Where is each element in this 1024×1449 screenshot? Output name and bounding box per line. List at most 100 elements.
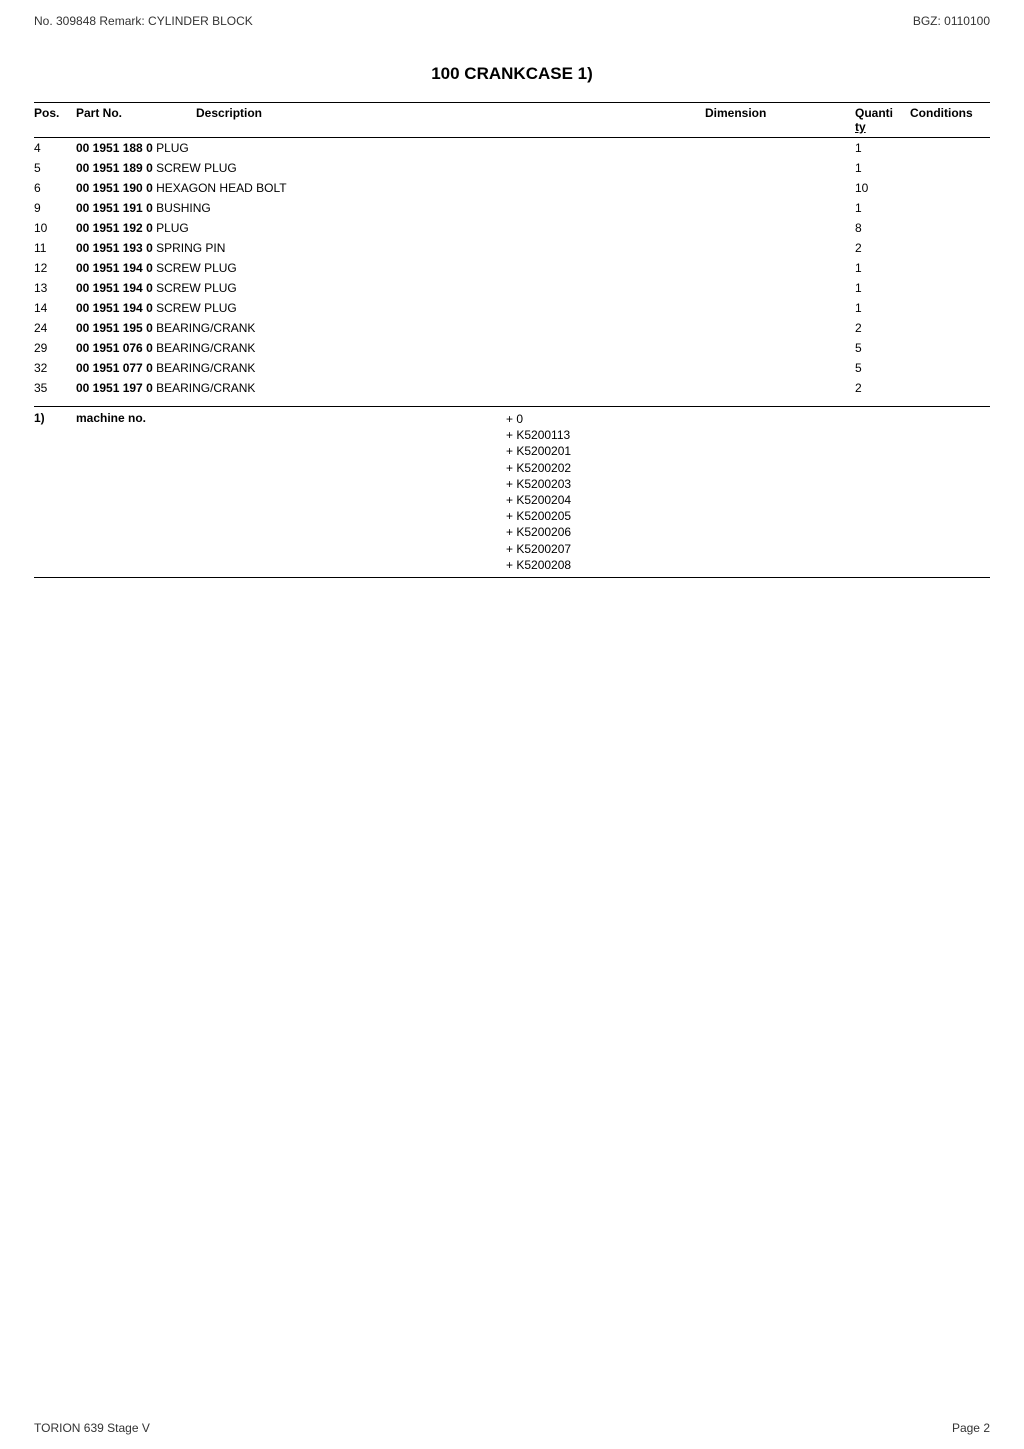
cell-conditions — [910, 278, 990, 298]
cell-part-desc: 00 1951 076 0 BEARING/CRANK — [76, 338, 705, 358]
cell-pos: 10 — [34, 218, 76, 238]
footer-left-text: TORION 639 Stage V — [34, 1421, 150, 1435]
cell-quantity: 10 — [855, 178, 910, 198]
part-number: 00 1951 189 0 — [76, 161, 153, 175]
cell-part-desc: 00 1951 192 0 PLUG — [76, 218, 705, 238]
part-number: 00 1951 076 0 — [76, 341, 153, 355]
cell-dimension — [705, 258, 855, 278]
footnote-value: + K5200205 — [506, 508, 990, 524]
cell-pos: 32 — [34, 358, 76, 378]
table-row: 2400 1951 195 0 BEARING/CRANK2 — [34, 318, 990, 338]
table-row: 1100 1951 193 0 SPRING PIN 2 — [34, 238, 990, 258]
part-description: SCREW PLUG — [153, 161, 237, 175]
part-description: BUSHING — [153, 201, 211, 215]
col-header-part-no: Part No. — [76, 103, 196, 138]
cell-pos: 11 — [34, 238, 76, 258]
footer-right-text: Page 2 — [952, 1421, 990, 1435]
cell-conditions — [910, 238, 990, 258]
cell-pos: 5 — [34, 158, 76, 178]
page-title: 100 CRANKCASE 1) — [0, 64, 1024, 84]
cell-quantity: 5 — [855, 358, 910, 378]
cell-dimension — [705, 298, 855, 318]
footnote-value: + K5200203 — [506, 476, 990, 492]
cell-quantity: 1 — [855, 198, 910, 218]
table-row: 3500 1951 197 0 BEARING/CRANK2 — [34, 378, 990, 398]
cell-dimension — [705, 278, 855, 298]
cell-quantity: 1 — [855, 158, 910, 178]
cell-quantity: 8 — [855, 218, 910, 238]
cell-conditions — [910, 178, 990, 198]
cell-dimension — [705, 358, 855, 378]
cell-dimension — [705, 138, 855, 159]
cell-conditions — [910, 298, 990, 318]
footnote-value: + K5200202 — [506, 460, 990, 476]
cell-conditions — [910, 258, 990, 278]
part-number: 00 1951 194 0 — [76, 261, 153, 275]
part-number: 00 1951 197 0 — [76, 381, 153, 395]
cell-part-desc: 00 1951 193 0 SPRING PIN — [76, 238, 705, 258]
cell-pos: 4 — [34, 138, 76, 159]
part-number: 00 1951 191 0 — [76, 201, 153, 215]
footnote-label: machine no. — [76, 411, 506, 573]
cell-conditions — [910, 378, 990, 398]
page-footer: TORION 639 Stage V Page 2 — [34, 1421, 990, 1435]
cell-dimension — [705, 338, 855, 358]
part-description: BEARING/CRANK — [153, 361, 256, 375]
cell-part-desc: 00 1951 191 0 BUSHING — [76, 198, 705, 218]
cell-conditions — [910, 338, 990, 358]
part-number: 00 1951 190 0 — [76, 181, 153, 195]
col-header-pos: Pos. — [34, 103, 76, 138]
table-row: 3200 1951 077 0 BEARING/CRANK 5 — [34, 358, 990, 378]
table-row: 600 1951 190 0 HEXAGON HEAD BOLT 10 — [34, 178, 990, 198]
cell-pos: 12 — [34, 258, 76, 278]
cell-dimension — [705, 318, 855, 338]
cell-conditions — [910, 198, 990, 218]
cell-quantity: 2 — [855, 238, 910, 258]
col-header-conditions: Conditions — [910, 103, 990, 138]
table-row: 400 1951 188 0 PLUG1 — [34, 138, 990, 159]
cell-part-desc: 00 1951 194 0 SCREW PLUG — [76, 258, 705, 278]
cell-dimension — [705, 178, 855, 198]
cell-pos: 14 — [34, 298, 76, 318]
footnote-value: + K5200206 — [506, 524, 990, 540]
table-row: 2900 1951 076 0 BEARING/CRANK 5 — [34, 338, 990, 358]
footnote-block: 1) machine no. + 0+ K5200113+ K5200201+ … — [34, 406, 990, 578]
table-row: 900 1951 191 0 BUSHING 1 — [34, 198, 990, 218]
part-number: 00 1951 193 0 — [76, 241, 153, 255]
cell-quantity: 1 — [855, 278, 910, 298]
footnote-value: + K5200207 — [506, 541, 990, 557]
cell-part-desc: 00 1951 190 0 HEXAGON HEAD BOLT — [76, 178, 705, 198]
cell-part-desc: 00 1951 194 0 SCREW PLUG — [76, 278, 705, 298]
parts-table-wrap: Pos. Part No. Description Dimension Quan… — [0, 102, 1024, 398]
cell-quantity: 1 — [855, 258, 910, 278]
cell-quantity: 2 — [855, 378, 910, 398]
cell-quantity: 5 — [855, 338, 910, 358]
cell-pos: 6 — [34, 178, 76, 198]
part-number: 00 1951 192 0 — [76, 221, 153, 235]
header-left-text: No. 309848 Remark: CYLINDER BLOCK — [34, 14, 253, 28]
footnote-value: + K5200113 — [506, 427, 990, 443]
part-description: PLUG — [153, 221, 189, 235]
header-right-text: BGZ: 0110100 — [913, 14, 990, 28]
table-header-row: Pos. Part No. Description Dimension Quan… — [34, 103, 990, 138]
part-number: 00 1951 194 0 — [76, 281, 153, 295]
cell-conditions — [910, 138, 990, 159]
page-header: No. 309848 Remark: CYLINDER BLOCK BGZ: 0… — [0, 0, 1024, 28]
cell-part-desc: 00 1951 077 0 BEARING/CRANK — [76, 358, 705, 378]
part-number: 00 1951 188 0 — [76, 141, 153, 155]
part-description: PLUG — [153, 141, 189, 155]
footnote-value: + K5200208 — [506, 557, 990, 573]
footnote-values-list: + 0+ K5200113+ K5200201+ K5200202+ K5200… — [506, 411, 990, 573]
footnote-value: + 0 — [506, 411, 990, 427]
cell-part-desc: 00 1951 195 0 BEARING/CRANK — [76, 318, 705, 338]
part-description: BEARING/CRANK — [153, 321, 256, 335]
cell-pos: 9 — [34, 198, 76, 218]
cell-dimension — [705, 198, 855, 218]
cell-dimension — [705, 158, 855, 178]
cell-quantity: 1 — [855, 298, 910, 318]
cell-dimension — [705, 378, 855, 398]
cell-conditions — [910, 318, 990, 338]
col-header-quantity: Quanti ty — [855, 103, 910, 138]
cell-pos: 29 — [34, 338, 76, 358]
footnote-index: 1) — [34, 411, 76, 573]
